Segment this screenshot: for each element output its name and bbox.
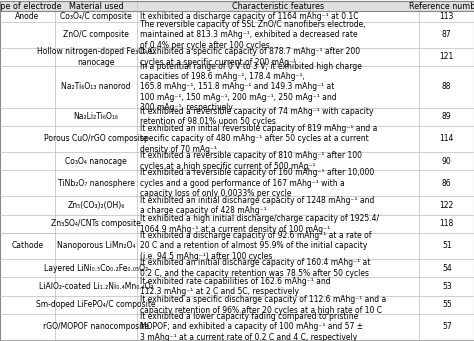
Text: Material used: Material used <box>69 2 123 11</box>
Text: 122: 122 <box>439 201 454 210</box>
Text: Sm-doped LiFePO₄/C composite: Sm-doped LiFePO₄/C composite <box>36 300 156 309</box>
Text: It exhibited a specific discharge capacity of 112.6 mAhg⁻¹ and a
capacity retent: It exhibited a specific discharge capaci… <box>140 295 387 314</box>
Bar <box>0 152 474 170</box>
Text: 90: 90 <box>442 157 452 166</box>
Text: It exhibited a lower capacity fading compared to pristine
MOPOF; and exhibited a: It exhibited a lower capacity fading com… <box>140 312 364 341</box>
Text: Na₂Li₂Ti₆O₁₆: Na₂Li₂Ti₆O₁₆ <box>73 112 118 121</box>
Text: 51: 51 <box>442 241 452 251</box>
Text: Na₂Ti₆O₁₃ nanorod: Na₂Ti₆O₁₃ nanorod <box>61 83 131 91</box>
Text: Zn₅(CO₃)₂(OH)₆: Zn₅(CO₃)₂(OH)₆ <box>67 201 125 210</box>
Text: 87: 87 <box>442 30 452 39</box>
Text: It exhibited a discharge capacity of 1164 mAhg⁻¹ at 0.1C: It exhibited a discharge capacity of 116… <box>140 12 359 21</box>
Text: 57: 57 <box>442 323 452 331</box>
Text: Characteristic features: Characteristic features <box>232 2 325 11</box>
Text: Type of electrode: Type of electrode <box>0 2 62 11</box>
Text: It exhibited an initial discharge capacity of 160.4 mAhg⁻¹ at
0.2 C, and the cap: It exhibited an initial discharge capaci… <box>140 258 371 278</box>
Text: Nanoporous LiMn₂O₄: Nanoporous LiMn₂O₄ <box>57 241 135 251</box>
Text: 88: 88 <box>442 83 452 91</box>
Bar <box>0 196 474 214</box>
Bar <box>0 214 474 233</box>
Text: Cathode: Cathode <box>11 241 43 251</box>
Bar <box>0 259 474 277</box>
Text: It exhibited an initial discharge capacity of 1248 mAhg⁻¹ and
a charge capacity : It exhibited an initial discharge capaci… <box>140 196 375 215</box>
Bar <box>0 1 474 11</box>
Text: TiNb₂O₇ nanosphere: TiNb₂O₇ nanosphere <box>57 179 135 188</box>
Text: Reference number: Reference number <box>410 2 474 11</box>
Bar <box>0 277 474 296</box>
Text: 89: 89 <box>442 112 452 121</box>
Text: Layered LiNi₀.₅Co₀.₂Fe₀.₀₅O₂: Layered LiNi₀.₅Co₀.₂Fe₀.₀₅O₂ <box>44 264 148 273</box>
Bar <box>0 48 474 66</box>
Text: Porous CuO/rGO composite: Porous CuO/rGO composite <box>44 134 148 144</box>
Text: 121: 121 <box>439 53 454 61</box>
Bar <box>0 296 474 314</box>
Text: 113: 113 <box>439 12 454 21</box>
Text: It exhibited a reversible capacity of 160 mAhg⁻¹ after 10,000
cycles and a good : It exhibited a reversible capacity of 16… <box>140 168 375 198</box>
Bar <box>0 314 474 340</box>
Text: The reversible capacity of SSL ZnO/C nanofibers electrode,
maintained at 813.3 m: The reversible capacity of SSL ZnO/C nan… <box>140 20 366 50</box>
Text: 53: 53 <box>442 282 452 291</box>
Bar <box>0 11 474 22</box>
Text: It exhibited a specific capacity of 878.7 mAhg⁻¹ after 200
cycles at a specific : It exhibited a specific capacity of 878.… <box>140 47 361 67</box>
Text: It exhibited rate capabilities of 162.6 mAhg⁻¹ and
112.3 mAhg⁻¹ at 2 C and 5C, r: It exhibited rate capabilities of 162.6 … <box>140 277 331 296</box>
Text: Anode: Anode <box>15 12 39 21</box>
Text: rGO/MOPOF nanocomposite: rGO/MOPOF nanocomposite <box>43 323 149 331</box>
Bar <box>0 126 474 152</box>
Bar <box>0 170 474 196</box>
Bar <box>0 233 474 259</box>
Bar <box>0 22 474 48</box>
Text: LiAlO₂-coated Li₁.₂Ni₀.₄Mn₀.₄O₂: LiAlO₂-coated Li₁.₂Ni₀.₄Mn₀.₄O₂ <box>38 282 154 291</box>
Text: 114: 114 <box>439 134 454 144</box>
Text: Zn₃SO₄/CNTs composite: Zn₃SO₄/CNTs composite <box>51 219 141 228</box>
Text: Co₃O₄/C composite: Co₃O₄/C composite <box>60 12 132 21</box>
Text: ZnO/C composite: ZnO/C composite <box>63 30 129 39</box>
Bar <box>0 108 474 126</box>
Bar <box>0 66 474 108</box>
Text: In a potential range of 0 V to 3 V, it exhibited high charge
capacities of 198.6: In a potential range of 0 V to 3 V, it e… <box>140 62 362 112</box>
Text: 118: 118 <box>439 219 454 228</box>
Text: It exhibited a reversible capacity of 74 mAhg⁻¹ with capacity
retention of 98.01: It exhibited a reversible capacity of 74… <box>140 107 374 127</box>
Text: It exhibited a reversible capacity of 810 mAhg⁻¹ after 100
cycles at a high spec: It exhibited a reversible capacity of 81… <box>140 151 363 171</box>
Text: 55: 55 <box>442 300 452 309</box>
Text: It exhibited a discharge capacity of 92.6 mAhg⁻¹ at a rate of
20 C and a retenti: It exhibited a discharge capacity of 92.… <box>140 231 372 261</box>
Text: Hollow nitrogen-doped Fe₃O₄/C
nanocage: Hollow nitrogen-doped Fe₃O₄/C nanocage <box>37 47 155 67</box>
Text: 86: 86 <box>442 179 452 188</box>
Text: Co₃O₄ nanocage: Co₃O₄ nanocage <box>65 157 127 166</box>
Text: It exhibited an initial reversible capacity of 819 mAhg⁻¹ and a
specific capacit: It exhibited an initial reversible capac… <box>140 124 378 154</box>
Text: It exhibited a high initial discharge/charge capacity of 1925.4/
1064.9 mAhg⁻¹ a: It exhibited a high initial discharge/ch… <box>140 214 380 234</box>
Text: 54: 54 <box>442 264 452 273</box>
